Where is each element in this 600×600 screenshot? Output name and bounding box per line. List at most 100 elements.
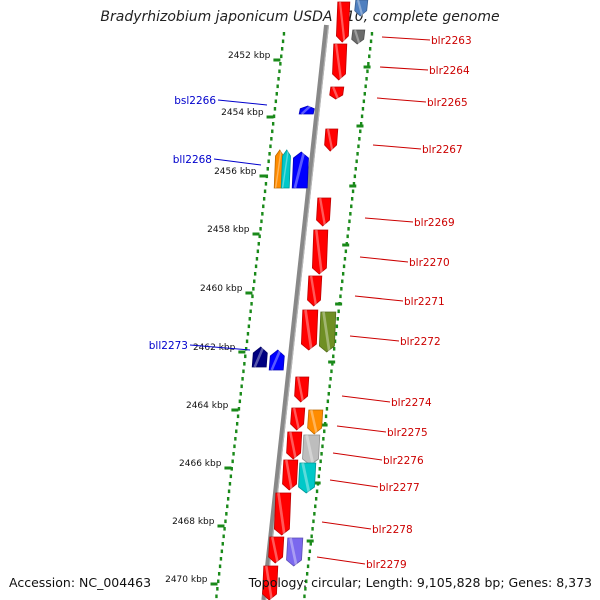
left-guide-dot [226,497,230,501]
left-guide-dot [242,369,245,374]
forward-gene-shine [285,459,293,491]
gene-leader-blr2271 [354,295,404,302]
right-guide-dot [324,414,328,419]
forward-gene-shine [326,128,334,152]
kbp-label: 2464 kbp [186,401,229,411]
right-tick [356,124,364,128]
left-guide-dot [275,92,278,96]
forward-gene [316,197,332,227]
right-guide-dot [344,249,348,254]
right-tick [349,184,357,188]
right-guide-dot [336,317,339,321]
left-guide-dot [266,167,269,171]
forward-gene-purple-shine [289,537,298,567]
right-guide-dot [359,122,363,126]
left-guide-dot [254,264,258,269]
left-guide-dot [217,579,220,584]
kbp-tick [252,232,260,236]
left-guide-dot [271,129,274,134]
left-guide-dot [237,407,241,411]
right-guide-dot [305,579,308,584]
gene-leader-blr2276 [332,452,383,461]
forward-gene-shine [304,309,313,351]
left-guide-dot [258,234,261,239]
right-guide-dot [307,557,311,561]
gene-leader-blr2264 [379,66,429,71]
right-guide-dot [341,272,345,276]
gene-leader-blr2269 [364,217,414,223]
gene-leader-blr2270 [359,256,409,263]
kbp-tick [273,58,281,62]
right-guide-dot [362,99,366,104]
forward-gene-shine [292,407,301,431]
gene-label-blr2269: blr2269 [414,217,455,229]
left-guide-dot [230,467,233,471]
right-guide-dot [314,504,317,509]
right-guide-dot [304,587,307,591]
gene-label-blr2264: blr2264 [429,65,470,77]
gene-leader-blr2267 [372,144,422,150]
reverse-gene [298,105,315,115]
right-guide-dot [326,399,330,404]
left-guide-dot [248,317,251,321]
reverse-gene-cyan-shine [281,149,289,189]
right-tick [313,481,321,485]
genome-title: Bradyrhizobium japonicum USDA 110, compl… [100,9,500,25]
right-guide-dot [332,347,336,351]
gene-label-blr2263: blr2263 [431,35,472,47]
left-guide-dot [253,272,257,276]
forward-gene-grey [351,29,366,45]
forward-gene-shine [315,229,323,275]
kbp-label: 2456 kbp [214,167,257,177]
reverse-gene-shine [293,151,306,189]
gene-leader-blr2278 [321,521,372,530]
gene-label-blr2265: blr2265 [427,97,468,109]
gene-label-blr2276: blr2276 [383,455,424,467]
left-guide-dot [246,332,250,336]
left-guide-dot [264,182,268,186]
forward-gene-shine [332,86,340,100]
right-guide-dot [319,459,322,464]
left-guide-dot [262,204,265,209]
forward-gene [332,43,348,81]
left-guide-dot [232,452,235,456]
right-guide-dot [363,92,366,96]
forward-gene-shine [334,43,343,81]
forward-gene-orange [307,409,324,435]
forward-gene-shine [289,431,297,460]
right-guide-dot [340,287,343,291]
left-guide-dot [220,549,224,554]
forward-gene-silver [302,434,321,466]
forward-gene-silver-shine [305,434,315,466]
left-guide-dot [274,99,278,104]
forward-gene [262,565,279,600]
reverse-gene-shine [300,105,312,115]
right-guide-dot [330,369,333,374]
left-guide-dot [252,287,255,291]
right-tick [335,302,343,306]
forward-gene [300,309,319,351]
left-guide-dot [236,414,240,419]
right-guide-dot [303,594,306,599]
forward-gene-shine [309,275,318,307]
gene-label-bll2273: bll2273 [149,340,188,352]
right-guide-dot [342,264,346,269]
forward-gene [329,86,345,100]
left-guide-dot [228,482,232,486]
right-guide-dot [328,384,331,389]
gene-leader-bll2273 [189,344,251,351]
gene-label-blr2272: blr2272 [400,336,441,348]
left-guide-dot [280,54,283,59]
right-guide-dot [343,257,347,261]
reverse-gene-navy [251,346,268,368]
kbp-label: 2460 kbp [200,284,243,294]
right-guide-dot [341,279,344,284]
left-guide-dot [245,339,249,344]
kbp-tick [259,174,267,178]
right-guide-dot [305,572,309,576]
gene-label-blr2275: blr2275 [387,427,428,439]
left-guide-dot [215,594,218,599]
right-guide-dot [346,234,349,239]
right-guide-dot [334,332,338,336]
right-guide-dot [312,519,315,524]
